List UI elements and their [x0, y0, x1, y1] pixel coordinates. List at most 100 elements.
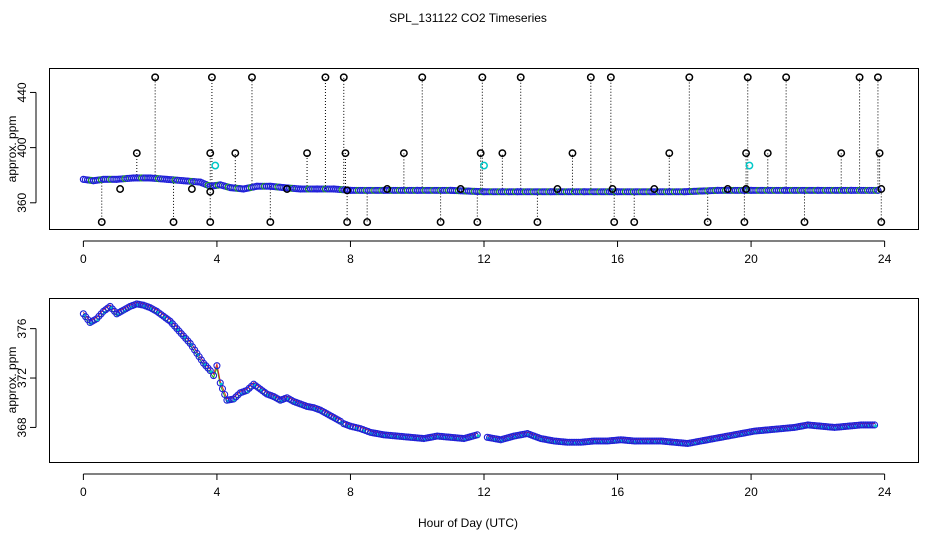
bottom-x-tick-label: 12 — [477, 485, 491, 499]
top-spike-point — [703, 218, 712, 227]
top-mid-point — [343, 186, 352, 195]
top-marks — [79, 73, 886, 227]
bottom-y-tick-label: 376 — [15, 318, 29, 338]
bottom-data-point — [813, 422, 821, 430]
bottom-data-point — [672, 438, 681, 446]
top-mid-point — [608, 185, 617, 193]
top-spike-point — [132, 149, 141, 158]
top-x-tick-label: 8 — [347, 252, 354, 266]
top-mid-point — [742, 185, 751, 193]
top-spike-point — [837, 149, 846, 158]
top-x-tick-label: 16 — [611, 252, 625, 266]
bottom-x-tick-label: 8 — [347, 485, 354, 499]
bottom-data-point — [753, 427, 761, 435]
top-spike-point — [606, 73, 615, 82]
top-spike-point — [476, 149, 485, 158]
top-spike-point — [763, 149, 772, 158]
bottom-data-point — [866, 421, 874, 429]
bottom-data-point — [449, 433, 457, 442]
bottom-cyan-mark — [874, 424, 877, 428]
top-y-tick-label: 360 — [15, 192, 29, 212]
top-spike-point — [303, 149, 312, 158]
bottom-data-point — [766, 426, 774, 434]
top-spike-point — [533, 218, 542, 227]
bottom-data-point — [552, 437, 560, 445]
top-mid-point — [723, 185, 732, 193]
bottom-data-point — [206, 367, 214, 375]
bottom-data-point — [473, 431, 481, 439]
top-spike-point — [875, 149, 884, 158]
bottom-data-point — [402, 433, 410, 441]
bottom-data-point — [435, 432, 444, 440]
top-cyan-point — [745, 161, 754, 170]
bottom-data-point — [846, 422, 854, 430]
bottom-data-point — [630, 437, 638, 445]
top-mid-point — [650, 185, 659, 193]
bottom-data-point — [245, 384, 253, 392]
top-x-tick-label: 24 — [878, 252, 892, 266]
bottom-data-point — [853, 421, 861, 429]
top-spike-point — [97, 218, 106, 227]
bottom-data-point — [639, 437, 647, 445]
bottom-data-point — [210, 372, 218, 380]
bottom-data-point — [777, 425, 785, 433]
bottom-data-point — [664, 438, 672, 446]
bottom-data-point — [606, 437, 614, 445]
bottom-cyan-mark — [219, 382, 223, 386]
top-spike-point — [873, 73, 882, 82]
top-spike-point — [321, 73, 330, 82]
bottom-data-point — [837, 423, 845, 431]
top-spike-point — [742, 149, 751, 158]
bottom-x-tick-label: 4 — [214, 485, 221, 499]
bottom-data-point — [637, 437, 645, 445]
bottom-data-point — [810, 422, 819, 430]
top-spike-point — [877, 218, 886, 227]
bottom-marks — [79, 300, 879, 448]
top-spike-point — [782, 73, 791, 82]
bottom-y-tick-label: 368 — [15, 417, 29, 437]
bottom-data-point — [646, 437, 654, 445]
bottom-data-point — [453, 434, 461, 442]
bottom-data-point — [851, 422, 859, 430]
top-spike-point — [743, 73, 752, 82]
bottom-data-point — [603, 437, 612, 445]
bottom-data-point — [566, 438, 574, 446]
top-spike-point — [206, 149, 215, 158]
bottom-data-point — [386, 431, 395, 440]
bottom-data-point — [213, 362, 221, 370]
top-spike-point — [478, 73, 487, 82]
bottom-data-point — [550, 437, 558, 445]
bottom-data-point — [659, 437, 667, 445]
bottom-cyan-mark — [209, 370, 213, 374]
bottom-data-point — [433, 432, 441, 440]
top-y-axis-label: approx. ppm — [5, 116, 19, 183]
bottom-data-point — [666, 438, 674, 446]
top-spike-point — [248, 73, 256, 82]
top-spike-point — [498, 149, 507, 158]
top-y-tick-label: 440 — [15, 82, 29, 102]
bottom-data-point — [670, 438, 678, 446]
bottom-data-point — [786, 424, 794, 432]
bottom-data-point — [413, 434, 421, 442]
bottom-data-point — [590, 437, 598, 445]
bottom-data-point — [804, 421, 812, 429]
bottom-data-point — [232, 393, 240, 401]
bottom-data-point — [382, 431, 390, 439]
bottom-data-point — [677, 439, 685, 447]
top-mid-point — [206, 187, 215, 196]
bottom-data-point — [380, 431, 388, 439]
bottom-data-point — [830, 423, 839, 431]
bottom-y-axis-label: approx. ppm — [5, 347, 19, 414]
bottom-panel: approx. ppm 0 4 8 12 16 20 24 368 372 376 — [5, 298, 919, 499]
bottom-data-point — [770, 425, 778, 433]
bottom-axes: 0 4 8 12 16 20 24 368 372 376 — [15, 318, 892, 499]
bottom-data-point — [570, 438, 578, 446]
top-mid-point — [283, 185, 291, 193]
top-mid-point — [456, 185, 465, 193]
bottom-data-point — [624, 436, 632, 444]
top-spike-point — [341, 149, 350, 158]
bottom-data-point — [650, 437, 658, 445]
top-spike-point — [363, 218, 372, 227]
top-spike-point — [473, 218, 482, 227]
bottom-data-point — [563, 438, 572, 446]
